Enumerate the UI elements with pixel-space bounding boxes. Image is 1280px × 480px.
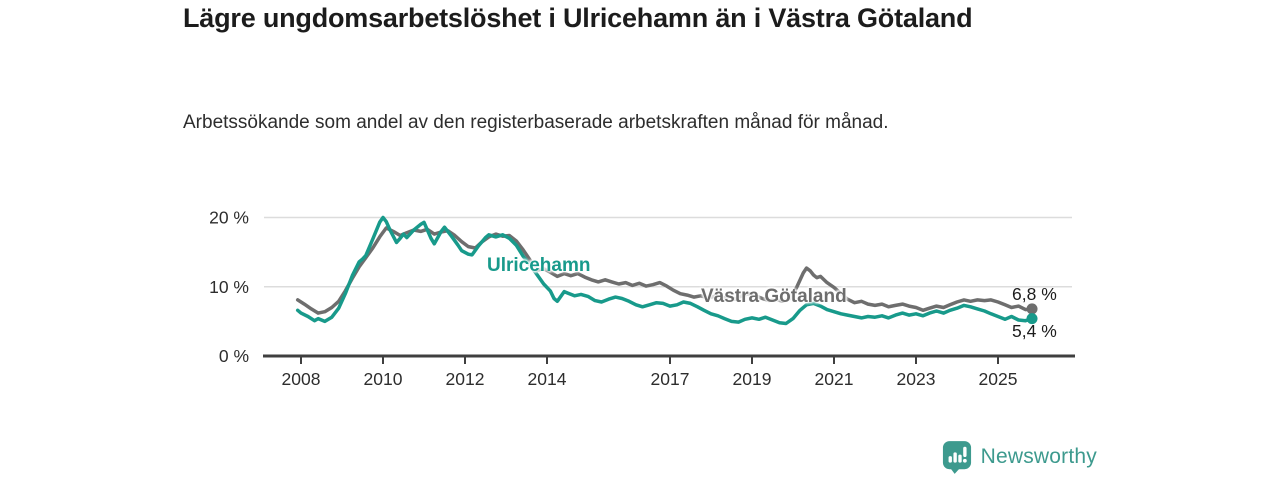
newsworthy-barchart-pin-icon [942, 441, 971, 474]
series-line-ulricehamn [295, 215, 1034, 326]
end-value-label-vastra-gotaland: 6,8 % [1012, 284, 1057, 304]
x-axis-tick-label: 2023 [897, 369, 936, 389]
x-axis-tick-label: 2014 [528, 369, 567, 389]
newsworthy-logo: Newsworthy [942, 440, 1097, 474]
newsworthy-logo-text: Newsworthy [980, 445, 1097, 468]
chart-subtitle: Arbetssökande som andel av den registerb… [183, 112, 889, 133]
x-axis-tick-label: 2019 [733, 369, 772, 389]
y-axis-tick-label: 0 % [219, 346, 249, 366]
series-end-dot-v-stra-g-taland [1026, 303, 1038, 315]
y-axis-tick-label: 20 % [209, 208, 249, 228]
end-value-label-ulricehamn: 5,4 % [1012, 321, 1057, 341]
series-label-vastra-gotaland: Västra Götaland [701, 286, 847, 307]
x-axis-tick-label: 2012 [446, 369, 485, 389]
x-axis-tick-label: 2017 [651, 369, 690, 389]
x-axis-tick-label: 2025 [979, 369, 1018, 389]
series-end-dot-ulricehamn [1026, 313, 1038, 325]
series-label-ulricehamn: Ulricehamn [487, 255, 591, 276]
y-axis-tick-label: 10 % [209, 277, 249, 297]
x-axis-tick-label: 2008 [282, 369, 321, 389]
chart-title: Lägre ungdomsarbetslöshet i Ulricehamn ä… [183, 3, 973, 33]
x-axis-tick-label: 2021 [815, 369, 854, 389]
series-line-v-stra-g-taland [295, 226, 1034, 315]
x-axis-tick-label: 2010 [364, 369, 403, 389]
